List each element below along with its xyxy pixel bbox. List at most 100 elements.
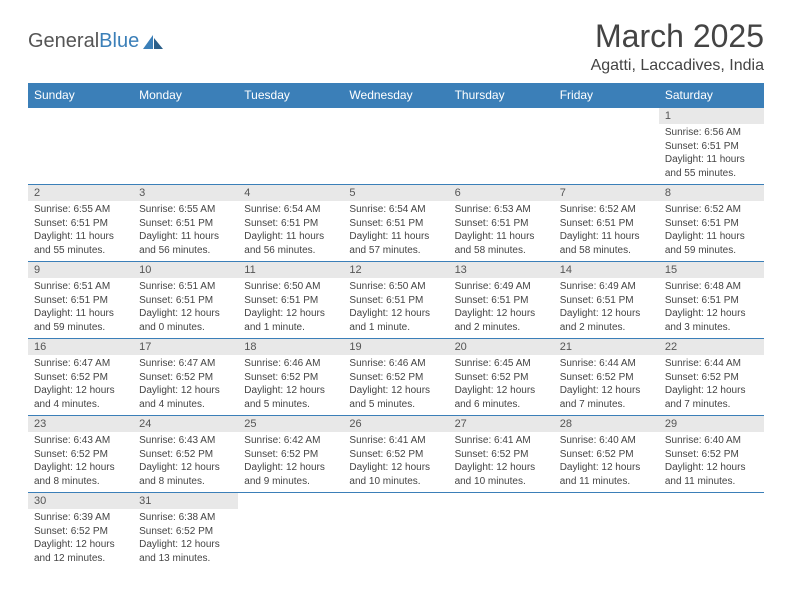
day-info-cell: [28, 124, 133, 185]
sunrise-text: Sunrise: 6:47 AM: [34, 357, 127, 371]
weekday-header: Thursday: [449, 83, 554, 108]
day-info-cell: Sunrise: 6:56 AMSunset: 6:51 PMDaylight:…: [659, 124, 764, 185]
sunset-text: Sunset: 6:52 PM: [560, 371, 653, 385]
sunrise-text: Sunrise: 6:40 AM: [665, 434, 758, 448]
day-number-cell: 28: [554, 416, 659, 433]
sunset-text: Sunset: 6:52 PM: [244, 371, 337, 385]
day-number-cell: [343, 108, 448, 125]
page-header: GeneralBlue March 2025 Agatti, Laccadive…: [28, 18, 764, 75]
day-info-cell: Sunrise: 6:43 AMSunset: 6:52 PMDaylight:…: [133, 432, 238, 493]
day-number-cell: [28, 108, 133, 125]
sunrise-text: Sunrise: 6:52 AM: [665, 203, 758, 217]
day-number-cell: 12: [343, 262, 448, 279]
day-info-cell: Sunrise: 6:44 AMSunset: 6:52 PMDaylight:…: [554, 355, 659, 416]
info-row: Sunrise: 6:39 AMSunset: 6:52 PMDaylight:…: [28, 509, 764, 569]
day-number-cell: 26: [343, 416, 448, 433]
day-number-cell: [133, 108, 238, 125]
daylight-text: Daylight: 12 hours and 6 minutes.: [455, 384, 548, 411]
day-number-cell: [659, 493, 764, 510]
sunset-text: Sunset: 6:52 PM: [455, 371, 548, 385]
sunrise-text: Sunrise: 6:44 AM: [665, 357, 758, 371]
sunset-text: Sunset: 6:52 PM: [34, 371, 127, 385]
day-number-cell: 18: [238, 339, 343, 356]
daylight-text: Daylight: 12 hours and 8 minutes.: [34, 461, 127, 488]
day-number-cell: [554, 108, 659, 125]
day-number-cell: 11: [238, 262, 343, 279]
sunrise-text: Sunrise: 6:46 AM: [349, 357, 442, 371]
logo-text-1: General: [28, 30, 99, 53]
sunrise-text: Sunrise: 6:55 AM: [139, 203, 232, 217]
daylight-text: Daylight: 11 hours and 58 minutes.: [455, 230, 548, 257]
day-number-cell: 22: [659, 339, 764, 356]
sunset-text: Sunset: 6:52 PM: [665, 371, 758, 385]
sunrise-text: Sunrise: 6:56 AM: [665, 126, 758, 140]
info-row: Sunrise: 6:56 AMSunset: 6:51 PMDaylight:…: [28, 124, 764, 185]
day-info-cell: Sunrise: 6:54 AMSunset: 6:51 PMDaylight:…: [238, 201, 343, 262]
day-number-cell: [238, 108, 343, 125]
daynum-row: 23242526272829: [28, 416, 764, 433]
day-number-cell: 10: [133, 262, 238, 279]
sunset-text: Sunset: 6:52 PM: [665, 448, 758, 462]
sunrise-text: Sunrise: 6:49 AM: [455, 280, 548, 294]
day-info-cell: Sunrise: 6:47 AMSunset: 6:52 PMDaylight:…: [28, 355, 133, 416]
daylight-text: Daylight: 11 hours and 59 minutes.: [665, 230, 758, 257]
day-number-cell: 16: [28, 339, 133, 356]
day-number-cell: 2: [28, 185, 133, 202]
logo-text-2: Blue: [99, 30, 139, 53]
sunrise-text: Sunrise: 6:52 AM: [560, 203, 653, 217]
daylight-text: Daylight: 12 hours and 11 minutes.: [560, 461, 653, 488]
day-number-cell: 13: [449, 262, 554, 279]
day-info-cell: Sunrise: 6:44 AMSunset: 6:52 PMDaylight:…: [659, 355, 764, 416]
day-info-cell: Sunrise: 6:38 AMSunset: 6:52 PMDaylight:…: [133, 509, 238, 569]
sunset-text: Sunset: 6:52 PM: [455, 448, 548, 462]
sunset-text: Sunset: 6:51 PM: [665, 294, 758, 308]
day-number-cell: 15: [659, 262, 764, 279]
day-info-cell: Sunrise: 6:50 AMSunset: 6:51 PMDaylight:…: [343, 278, 448, 339]
sunrise-text: Sunrise: 6:39 AM: [34, 511, 127, 525]
day-info-cell: Sunrise: 6:49 AMSunset: 6:51 PMDaylight:…: [554, 278, 659, 339]
day-info-cell: [449, 509, 554, 569]
day-info-cell: [238, 509, 343, 569]
day-info-cell: Sunrise: 6:51 AMSunset: 6:51 PMDaylight:…: [133, 278, 238, 339]
daylight-text: Daylight: 12 hours and 9 minutes.: [244, 461, 337, 488]
day-number-cell: 7: [554, 185, 659, 202]
day-number-cell: 30: [28, 493, 133, 510]
sunrise-text: Sunrise: 6:50 AM: [349, 280, 442, 294]
sunrise-text: Sunrise: 6:48 AM: [665, 280, 758, 294]
daylight-text: Daylight: 12 hours and 3 minutes.: [665, 307, 758, 334]
day-info-cell: [554, 509, 659, 569]
day-info-cell: Sunrise: 6:52 AMSunset: 6:51 PMDaylight:…: [659, 201, 764, 262]
sunset-text: Sunset: 6:51 PM: [349, 294, 442, 308]
day-info-cell: [238, 124, 343, 185]
daylight-text: Daylight: 12 hours and 12 minutes.: [34, 538, 127, 565]
day-number-cell: 17: [133, 339, 238, 356]
day-info-cell: [343, 509, 448, 569]
sunrise-text: Sunrise: 6:45 AM: [455, 357, 548, 371]
sunrise-text: Sunrise: 6:41 AM: [349, 434, 442, 448]
sunrise-text: Sunrise: 6:40 AM: [560, 434, 653, 448]
sunrise-text: Sunrise: 6:50 AM: [244, 280, 337, 294]
daynum-row: 1: [28, 108, 764, 125]
sunrise-text: Sunrise: 6:49 AM: [560, 280, 653, 294]
day-info-cell: Sunrise: 6:50 AMSunset: 6:51 PMDaylight:…: [238, 278, 343, 339]
sunset-text: Sunset: 6:52 PM: [139, 371, 232, 385]
day-number-cell: [554, 493, 659, 510]
sunrise-text: Sunrise: 6:43 AM: [139, 434, 232, 448]
day-info-cell: Sunrise: 6:47 AMSunset: 6:52 PMDaylight:…: [133, 355, 238, 416]
sunrise-text: Sunrise: 6:51 AM: [139, 280, 232, 294]
day-info-cell: Sunrise: 6:40 AMSunset: 6:52 PMDaylight:…: [659, 432, 764, 493]
weekday-header-row: Sunday Monday Tuesday Wednesday Thursday…: [28, 83, 764, 108]
daylight-text: Daylight: 12 hours and 8 minutes.: [139, 461, 232, 488]
day-number-cell: 6: [449, 185, 554, 202]
day-info-cell: Sunrise: 6:52 AMSunset: 6:51 PMDaylight:…: [554, 201, 659, 262]
sunrise-text: Sunrise: 6:38 AM: [139, 511, 232, 525]
day-info-cell: Sunrise: 6:46 AMSunset: 6:52 PMDaylight:…: [343, 355, 448, 416]
weekday-header: Friday: [554, 83, 659, 108]
day-number-cell: [343, 493, 448, 510]
sunset-text: Sunset: 6:51 PM: [455, 217, 548, 231]
daylight-text: Daylight: 12 hours and 5 minutes.: [244, 384, 337, 411]
weekday-header: Sunday: [28, 83, 133, 108]
daynum-row: 3031: [28, 493, 764, 510]
month-title: March 2025: [591, 18, 764, 55]
daylight-text: Daylight: 12 hours and 13 minutes.: [139, 538, 232, 565]
